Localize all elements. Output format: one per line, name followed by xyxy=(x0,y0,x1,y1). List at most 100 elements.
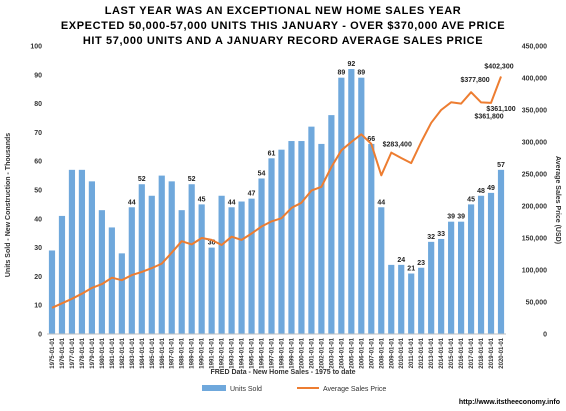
x-tick-label: 1995-01-01 xyxy=(250,337,256,368)
legend: Units Sold Average Sales Price xyxy=(202,385,386,393)
x-axis-title: FRED Data - New Home Sales - 1975 to dat… xyxy=(210,369,355,376)
x-tick-label: 1975-01-01 xyxy=(50,337,56,368)
x-tick-label: 1994-01-01 xyxy=(240,337,246,368)
x-tick-label: 1992-01-01 xyxy=(220,337,226,368)
bar-units-sold xyxy=(458,221,465,334)
x-tick-label: 1990-01-01 xyxy=(200,337,206,368)
bar-units-sold xyxy=(68,169,76,334)
bar-units-sold xyxy=(428,241,435,334)
bar-units-sold xyxy=(418,267,425,334)
right-axis: 0 50,000 100,000 150,000 200,000 250,000 300,0… xyxy=(522,44,547,339)
left-tick-label: 30 xyxy=(34,245,42,252)
x-tick-label: 1976-01-01 xyxy=(60,337,66,368)
bar-data-label: 44 xyxy=(228,199,236,206)
bar-data-label: 92 xyxy=(347,61,355,68)
bar-data-label: 52 xyxy=(138,176,146,183)
x-axis: 1975-01-01 1976-01-01 1977-01-01 1978-01-01… xyxy=(47,333,506,369)
bar-units-sold xyxy=(398,264,405,334)
x-tick-label: 1982-01-01 xyxy=(120,337,126,368)
bar-units-sold xyxy=(88,181,95,334)
bar-data-label: 44 xyxy=(377,199,385,206)
bar-units-sold xyxy=(108,227,115,334)
x-tick-label: 2014-01-01 xyxy=(439,337,445,368)
price-data-label: $377,800 xyxy=(460,77,489,84)
x-tick-label: 1978-01-01 xyxy=(80,337,86,368)
bar-units-sold xyxy=(318,143,325,334)
left-tick-label: 50 xyxy=(34,188,42,195)
bar-units-sold xyxy=(388,264,395,334)
bar-data-label: 23 xyxy=(417,260,425,267)
bar-units-sold xyxy=(218,195,225,334)
left-tick-label: 20 xyxy=(34,274,42,281)
bar-units-sold xyxy=(128,207,135,334)
left-tick-label: 0 xyxy=(38,332,42,339)
right-tick-label: 350,000 xyxy=(522,108,547,115)
right-tick-label: 0 xyxy=(543,332,547,339)
left-tick-label: 10 xyxy=(34,303,42,310)
chart-title-line-2: EXPECTED 50,000-57,000 UNITS THIS JANUAR… xyxy=(60,20,506,32)
bar-units-sold xyxy=(408,273,415,334)
bar-units-sold xyxy=(78,169,86,334)
x-tick-label: 1998-01-01 xyxy=(280,337,286,368)
bar-units-sold xyxy=(358,77,365,335)
chart-title-line-3: HIT 57,000 UNITS AND A JANUARY RECORD AV… xyxy=(82,35,484,47)
x-tick-label: 1987-01-01 xyxy=(170,337,176,368)
right-tick-label: 200,000 xyxy=(522,204,547,211)
right-tick-label: 100,000 xyxy=(522,268,547,275)
x-tick-label: 1989-01-01 xyxy=(190,337,196,368)
x-tick-label: 2008-01-01 xyxy=(379,337,385,368)
bar-units-sold xyxy=(138,184,145,334)
right-tick-label: 300,000 xyxy=(522,140,547,147)
bar-units-sold xyxy=(188,184,195,334)
left-tick-label: 60 xyxy=(34,159,42,166)
bar-data-label: 47 xyxy=(248,191,256,198)
bar-data-label: 89 xyxy=(337,70,345,77)
left-axis: 0 10 20 30 40 50 60 70 80 90 100 xyxy=(30,44,42,339)
x-tick-label: 2005-01-01 xyxy=(349,337,355,368)
x-tick-label: 1983-01-01 xyxy=(130,337,136,368)
x-tick-label: 2009-01-01 xyxy=(389,337,395,368)
bar-data-label: 52 xyxy=(188,176,196,183)
bar-data-label: 30 xyxy=(208,240,216,247)
bar-data-label: 57 xyxy=(497,162,505,169)
price-data-label: $402,300 xyxy=(484,64,513,71)
right-tick-label: 50,000 xyxy=(526,300,548,307)
x-tick-label: 2020-01-01 xyxy=(499,337,505,368)
x-tick-label: 1999-01-01 xyxy=(290,337,296,368)
bar-units-sold xyxy=(268,158,275,334)
x-tick-label: 2003-01-01 xyxy=(329,337,335,368)
price-data-label: $283,400 xyxy=(383,142,412,149)
x-tick-label: 2010-01-01 xyxy=(399,337,405,368)
bar-units-sold xyxy=(48,250,56,334)
right-tick-label: 450,000 xyxy=(522,44,547,51)
bar-units-sold xyxy=(298,141,305,334)
left-axis-title: Units Sold - New Construction - Thousand… xyxy=(5,133,12,277)
bar-units-sold xyxy=(148,195,155,334)
bar-data-label: 33 xyxy=(437,231,445,238)
source-url: http://www.itstheeconomy.info xyxy=(459,399,560,406)
x-tick-label: 2007-01-01 xyxy=(369,337,375,368)
x-tick-label: 2001-01-01 xyxy=(309,337,315,368)
x-tick-label: 2012-01-01 xyxy=(419,337,425,368)
x-tick-label: 1984-01-01 xyxy=(140,337,146,368)
bar-units-sold xyxy=(118,253,125,334)
bar-units-sold xyxy=(368,143,375,334)
bar-units-sold xyxy=(58,215,66,334)
x-tick-label: 2019-01-01 xyxy=(489,337,495,368)
bar-units-sold xyxy=(378,207,385,334)
bar-units-sold xyxy=(477,195,485,334)
left-tick-label: 70 xyxy=(34,130,42,137)
bar-units-sold xyxy=(178,210,185,334)
bar-units-sold xyxy=(348,69,355,334)
bar-data-label: 66 xyxy=(367,136,375,143)
bar-units-sold xyxy=(438,238,445,334)
left-tick-label: 90 xyxy=(34,72,42,79)
bar-data-label: 39 xyxy=(447,214,455,221)
x-tick-label: 1988-01-01 xyxy=(180,337,186,368)
bar-units-sold xyxy=(168,181,175,334)
bar-units-sold xyxy=(448,221,455,334)
bar-units-sold xyxy=(487,192,495,334)
x-tick-label: 2013-01-01 xyxy=(429,337,435,368)
